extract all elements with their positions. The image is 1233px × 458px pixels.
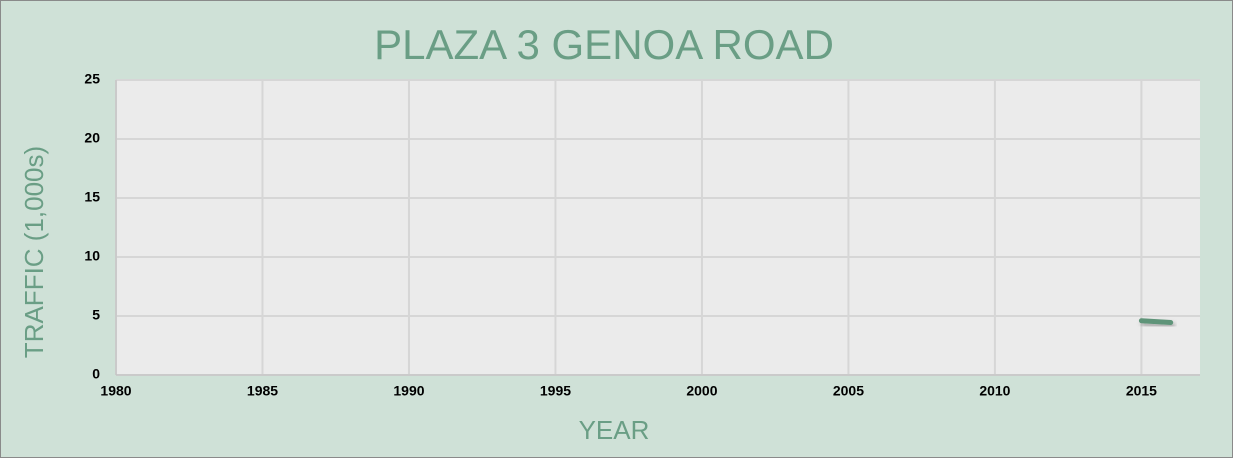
x-tick-label: 2005	[833, 383, 864, 399]
y-tick-label: 10	[84, 248, 100, 264]
chart-title: PLAZA 3 GENOA ROAD	[374, 21, 834, 68]
x-axis-label: YEAR	[579, 415, 650, 445]
x-tick-label: 2015	[1126, 383, 1157, 399]
x-tick-label: 2000	[686, 383, 717, 399]
x-tick-label: 2010	[979, 383, 1010, 399]
x-tick-label: 1980	[100, 383, 131, 399]
y-tick-label: 0	[92, 366, 100, 382]
x-tick-label: 1990	[393, 383, 424, 399]
y-axis-label: TRAFFIC (1,000s)	[19, 146, 49, 358]
y-tick-label: 5	[92, 307, 100, 323]
data-line	[1138, 318, 1174, 325]
plot-area	[116, 80, 1200, 375]
y-tick-label: 25	[84, 71, 100, 87]
x-tick-label: 1985	[247, 383, 278, 399]
x-tick-label: 1995	[540, 383, 571, 399]
y-tick-label: 15	[84, 189, 100, 205]
y-tick-label: 20	[84, 130, 100, 146]
